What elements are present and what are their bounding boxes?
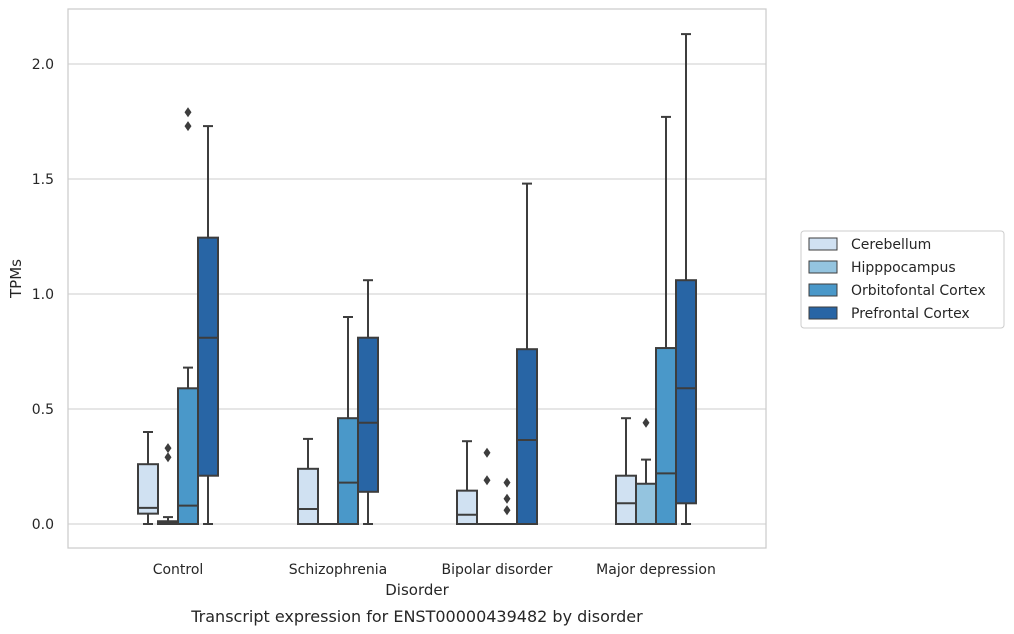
legend-frame	[800, 230, 1005, 329]
box	[655, 347, 677, 525]
x-tick-label: Bipolar disorder	[441, 562, 552, 578]
legend-item: Orbitofontal Cortex	[808, 283, 986, 299]
box	[137, 463, 159, 515]
x-tick-label: Control	[153, 562, 204, 578]
box-group	[177, 107, 199, 525]
outlier-point	[503, 493, 511, 504]
box-group	[456, 440, 478, 525]
box	[337, 417, 359, 526]
box	[297, 467, 319, 525]
legend-label: Hipppocampus	[851, 260, 956, 276]
legend-swatch	[808, 306, 838, 320]
legend-item: Prefrontal Cortex	[808, 306, 970, 322]
legend-label: Prefrontal Cortex	[851, 306, 970, 322]
outlier-point	[503, 477, 511, 488]
box-group	[516, 182, 538, 526]
box-group	[675, 33, 697, 525]
box	[357, 336, 379, 493]
box	[615, 474, 637, 526]
legend-label: Orbitofontal Cortex	[851, 283, 986, 299]
x-tick-labels: Control Schizophrenia Bipolar disorder Majo…	[153, 562, 716, 578]
outlier-point	[503, 505, 511, 516]
x-axis-label: Disorder	[385, 581, 449, 599]
outlier-point	[164, 452, 172, 463]
legend-swatch	[808, 260, 838, 274]
box-group	[476, 447, 498, 526]
legend-item: Cerebellum	[808, 237, 931, 253]
x-tick-label: Schizophrenia	[289, 562, 387, 578]
legend-swatch	[808, 237, 838, 251]
outlier-point	[164, 443, 172, 454]
legend: Cerebellum Hipppocampus Orbitofontal Corte…	[800, 230, 1005, 329]
x-tick-label: Major depression	[596, 562, 716, 578]
outlier-point	[483, 475, 491, 486]
box	[635, 482, 657, 525]
box-group	[297, 437, 319, 525]
box	[177, 387, 199, 525]
legend-label: Cerebellum	[851, 237, 931, 253]
legend-item: Hipppocampus	[808, 260, 956, 276]
y-tick-labels: 0.0 0.5 1.0 1.5 2.0	[32, 57, 54, 533]
box-group	[337, 316, 359, 526]
y-tick-label: 0.0	[32, 517, 54, 533]
outlier-point	[184, 121, 192, 132]
box	[675, 279, 697, 505]
box-group	[496, 477, 518, 526]
y-tick-label: 2.0	[32, 57, 54, 73]
box-group	[615, 417, 637, 526]
y-axis-label: TPMs	[7, 259, 25, 299]
box	[197, 236, 219, 477]
y-tick-label: 1.0	[32, 287, 54, 303]
box-group	[157, 443, 179, 525]
outlier-point	[483, 447, 491, 458]
boxes-layer	[137, 33, 697, 526]
box-group	[635, 417, 657, 525]
outlier-point	[184, 107, 192, 118]
box-group	[197, 125, 219, 525]
legend-swatch	[808, 283, 838, 297]
chart-caption: Transcript expression for ENST0000043948…	[190, 607, 643, 626]
box-group	[137, 431, 159, 525]
outlier-point	[642, 417, 650, 428]
box	[516, 348, 538, 526]
box-group	[357, 279, 379, 525]
y-tick-label: 1.5	[32, 172, 54, 188]
box-group	[655, 115, 677, 525]
plot-frame	[67, 8, 767, 549]
box	[456, 489, 478, 525]
y-tick-label: 0.5	[32, 402, 54, 418]
